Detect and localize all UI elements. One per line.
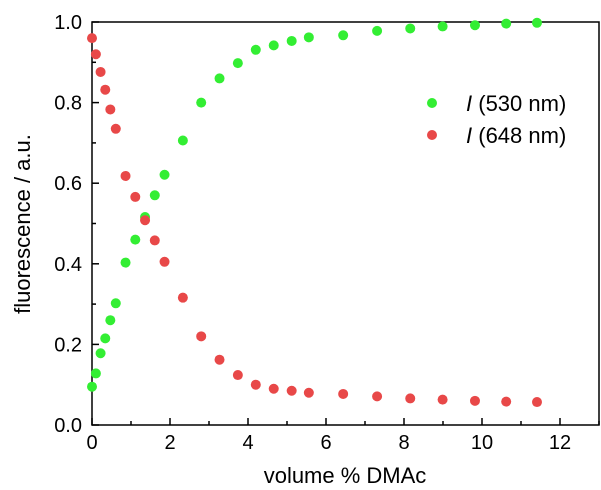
x-tick-label: 2 xyxy=(164,432,175,454)
legend: I (530 nm) I (648 nm) xyxy=(427,91,566,148)
x-tick-label: 10 xyxy=(471,432,493,454)
point-648nm xyxy=(140,215,151,226)
point-530nm xyxy=(120,257,131,268)
point-648nm xyxy=(437,394,448,405)
point-530nm xyxy=(268,40,279,51)
point-530nm xyxy=(437,21,448,32)
y-tick-label: 0.4 xyxy=(54,254,82,276)
y-tick-label: 0.0 xyxy=(54,415,82,437)
point-530nm xyxy=(469,20,480,31)
legend-label-530-rest: (530 nm) xyxy=(472,91,566,116)
point-648nm xyxy=(120,170,131,181)
x-tick-label: 12 xyxy=(549,432,571,454)
point-648nm xyxy=(87,33,97,44)
y-axis-title: fluorescence / a.u. xyxy=(10,134,35,314)
y-tick-label: 0.2 xyxy=(54,334,82,356)
point-648nm xyxy=(372,391,383,402)
point-648nm xyxy=(501,396,512,407)
point-648nm xyxy=(286,385,297,396)
point-530nm xyxy=(531,17,542,28)
point-648nm xyxy=(100,84,111,95)
legend-label-530-italic: I xyxy=(466,91,472,116)
y-axis-ticks: 0.0 0.2 0.4 0.6 0.8 1.0 xyxy=(54,12,99,437)
legend-label-648-italic: I xyxy=(466,123,472,148)
point-648nm xyxy=(303,387,314,398)
point-530nm xyxy=(286,35,297,46)
x-tick-label: 4 xyxy=(242,432,253,454)
point-648nm xyxy=(531,397,542,408)
legend-label-648-rest: (648 nm) xyxy=(472,123,566,148)
x-tick-label: 6 xyxy=(320,432,331,454)
point-530nm xyxy=(405,23,416,34)
point-530nm xyxy=(214,73,225,84)
point-648nm xyxy=(250,379,261,390)
y-tick-label: 1.0 xyxy=(54,12,82,34)
point-648nm xyxy=(110,123,121,134)
plot-frame xyxy=(91,21,600,426)
point-530nm xyxy=(501,18,512,29)
legend-marker-530 xyxy=(427,98,437,108)
point-530nm xyxy=(303,32,314,43)
point-530nm xyxy=(250,44,261,55)
point-530nm xyxy=(100,333,111,344)
point-648nm xyxy=(105,104,116,115)
point-648nm xyxy=(469,395,480,406)
point-530nm xyxy=(196,97,207,108)
point-530nm xyxy=(110,298,121,309)
data-points xyxy=(87,17,542,408)
point-530nm xyxy=(338,30,349,41)
y-tick-label: 0.6 xyxy=(54,173,82,195)
point-648nm xyxy=(268,383,279,394)
point-648nm xyxy=(159,256,170,267)
point-648nm xyxy=(214,354,225,365)
point-530nm xyxy=(177,135,188,146)
point-648nm xyxy=(90,49,101,60)
legend-marker-648 xyxy=(427,130,437,140)
point-648nm xyxy=(177,292,188,303)
point-648nm xyxy=(405,393,416,404)
x-axis-ticks: 0 2 4 6 8 10 12 xyxy=(86,418,600,454)
legend-label-530: I (530 nm) xyxy=(466,91,566,116)
point-648nm xyxy=(196,331,207,342)
legend-label-648: I (648 nm) xyxy=(466,123,566,148)
point-648nm xyxy=(130,191,141,202)
point-530nm xyxy=(90,368,101,379)
point-648nm xyxy=(95,66,106,77)
point-530nm xyxy=(149,190,160,201)
point-530nm xyxy=(95,348,106,359)
point-530nm xyxy=(130,234,141,245)
point-648nm xyxy=(232,370,243,381)
y-tick-label: 0.8 xyxy=(54,93,82,115)
x-tick-label: 0 xyxy=(86,432,97,454)
point-530nm xyxy=(87,381,97,392)
x-tick-label: 8 xyxy=(398,432,409,454)
x-axis-title: volume % DMAc xyxy=(264,463,427,488)
point-648nm xyxy=(149,235,160,246)
point-530nm xyxy=(105,315,116,326)
point-530nm xyxy=(232,58,243,69)
point-530nm xyxy=(159,169,170,180)
point-530nm xyxy=(372,25,383,36)
point-648nm xyxy=(338,388,349,399)
